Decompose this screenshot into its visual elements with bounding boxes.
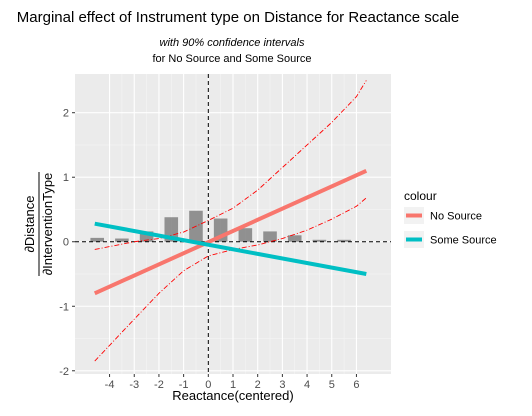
confidence-band — [94, 80, 367, 362]
reference-lines — [75, 74, 391, 374]
x-tick-label: 4 — [304, 379, 310, 391]
legend-title: colour — [404, 189, 437, 203]
histogram-bar — [312, 239, 327, 242]
y-axis-title: ∂Distance ∂InterventionType — [22, 172, 55, 276]
x-axis-ticks: -4 -3 -2 -1 0 1 2 3 4 5 6 — [105, 374, 360, 391]
confidence-lower-bound — [94, 197, 367, 362]
x-tick-label: 2 — [255, 379, 261, 391]
x-tick-label: -2 — [154, 379, 164, 391]
series-line-no-source — [93, 168, 368, 296]
y-axis-title-numerator: ∂Distance — [22, 195, 37, 252]
histogram-bar — [238, 228, 253, 242]
x-tick-label: -1 — [179, 379, 189, 391]
y-tick-label: -1 — [59, 301, 69, 313]
legend-label-some-source: Some Source — [430, 235, 497, 247]
y-tick-label: 2 — [63, 108, 69, 120]
x-tick-label: -4 — [105, 379, 115, 391]
confidence-upper-bound — [94, 80, 367, 250]
chart-title: Marginal effect of Instrument type on Di… — [17, 9, 459, 26]
histogram-bar — [90, 237, 105, 242]
series-line-some-source — [94, 221, 367, 276]
y-tick-label: -2 — [59, 366, 69, 378]
effect-lines — [93, 168, 368, 296]
x-tick-label: 0 — [205, 379, 211, 391]
y-tick-label: 1 — [63, 172, 69, 184]
x-tick-label: 5 — [329, 379, 335, 391]
x-axis-title: Reactance(centered) — [172, 388, 293, 403]
chart-subtitle-groups: for No Source and Some Source — [153, 53, 312, 65]
histogram-bar — [287, 235, 302, 242]
histogram-bar — [263, 231, 277, 242]
legend: colour No Source Some Source — [404, 189, 497, 248]
chart-subtitle-ci: with 90% confidence intervals — [160, 37, 305, 49]
y-axis-ticks: -2 -1 0 1 2 — [59, 108, 75, 378]
x-tick-label: 3 — [279, 379, 285, 391]
y-axis-title-denominator: ∂InterventionType — [40, 173, 55, 276]
legend-label-no-source: No Source — [430, 211, 482, 223]
histogram-bar — [139, 231, 154, 242]
x-tick-label: 6 — [353, 379, 359, 391]
histogram-bar — [115, 238, 129, 242]
x-tick-label: -3 — [129, 379, 139, 391]
y-tick-label: 0 — [63, 237, 69, 249]
histogram-bar — [337, 239, 351, 242]
x-tick-label: 1 — [230, 379, 236, 391]
